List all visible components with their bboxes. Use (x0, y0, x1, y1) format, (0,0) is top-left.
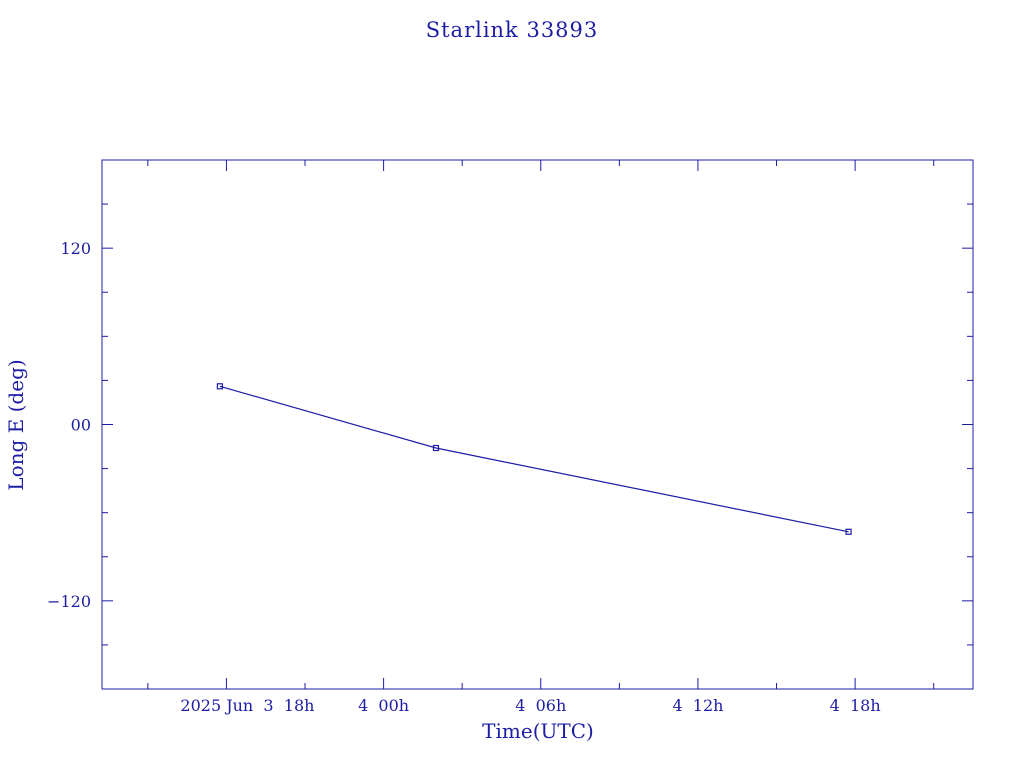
x-tick-label: 4 12h (672, 696, 723, 715)
x-tick-label: 4 00h (358, 696, 409, 715)
x-tick-label: 4 06h (515, 696, 566, 715)
y-tick-label: −120 (47, 592, 91, 611)
data-point-marker (845, 528, 852, 535)
data-series (216, 383, 852, 535)
chart-title: Starlink 33893 (426, 18, 599, 42)
axis-ticks (102, 160, 973, 689)
y-tick-label: 00 (71, 416, 91, 435)
x-tick-label: 4 18h (830, 696, 881, 715)
axis-tick-labels: 2025 Jun 3 18h 4 00h 4 06h 4 12h 4 18h 120 00 −… (47, 239, 881, 715)
series-line (219, 385, 849, 533)
data-point-marker (216, 383, 223, 390)
y-tick-label: 120 (60, 239, 91, 258)
x-axis-label: Time(UTC) (482, 719, 594, 743)
plot-frame (101, 159, 974, 690)
data-point-marker (432, 444, 440, 452)
y-axis-label: Long E (deg) (4, 359, 28, 490)
x-tick-label: 2025 Jun 3 18h (180, 696, 314, 715)
